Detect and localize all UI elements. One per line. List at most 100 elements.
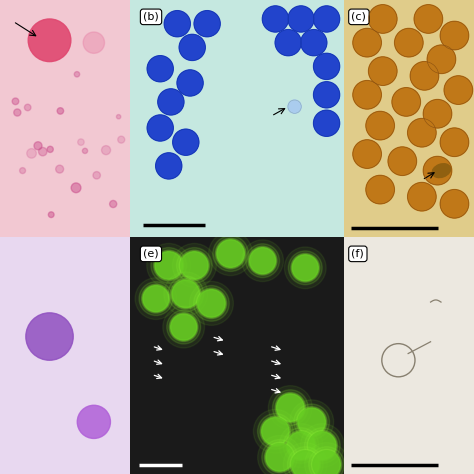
Circle shape	[193, 285, 229, 321]
Circle shape	[408, 182, 436, 211]
Circle shape	[369, 5, 397, 33]
Circle shape	[74, 72, 80, 77]
Circle shape	[139, 282, 173, 316]
Circle shape	[353, 81, 381, 109]
Text: (c): (c)	[351, 12, 366, 22]
Circle shape	[313, 451, 340, 474]
Circle shape	[277, 394, 304, 421]
Circle shape	[28, 19, 71, 62]
Circle shape	[181, 252, 208, 279]
Circle shape	[164, 272, 208, 316]
Circle shape	[55, 165, 64, 173]
Circle shape	[93, 172, 100, 179]
Circle shape	[48, 212, 54, 218]
Circle shape	[353, 140, 381, 168]
Circle shape	[173, 244, 216, 287]
Circle shape	[305, 443, 348, 474]
Circle shape	[288, 6, 314, 32]
Circle shape	[307, 430, 337, 461]
Circle shape	[246, 244, 280, 278]
Circle shape	[248, 246, 277, 275]
Circle shape	[171, 279, 201, 309]
Circle shape	[216, 238, 246, 269]
Circle shape	[25, 104, 31, 111]
Circle shape	[254, 410, 297, 453]
Circle shape	[287, 432, 315, 459]
Circle shape	[440, 190, 469, 218]
Circle shape	[173, 129, 199, 155]
Circle shape	[301, 30, 327, 56]
Circle shape	[440, 21, 469, 50]
Circle shape	[209, 232, 253, 275]
Circle shape	[172, 280, 200, 308]
Circle shape	[353, 28, 381, 57]
Circle shape	[151, 247, 187, 283]
Circle shape	[27, 148, 36, 158]
Circle shape	[26, 313, 73, 360]
Circle shape	[169, 313, 198, 341]
Circle shape	[176, 247, 212, 283]
Circle shape	[283, 443, 327, 474]
Circle shape	[167, 310, 201, 344]
Circle shape	[284, 247, 326, 289]
Circle shape	[366, 111, 394, 140]
Circle shape	[78, 139, 84, 146]
Circle shape	[179, 35, 205, 61]
Circle shape	[190, 282, 233, 325]
Circle shape	[313, 82, 340, 108]
Circle shape	[292, 451, 319, 474]
Circle shape	[290, 400, 334, 444]
Circle shape	[109, 201, 117, 208]
Circle shape	[14, 109, 21, 116]
Circle shape	[12, 98, 19, 105]
Circle shape	[143, 285, 169, 312]
Circle shape	[19, 168, 26, 173]
Circle shape	[155, 153, 182, 179]
Circle shape	[262, 439, 298, 474]
Circle shape	[290, 449, 320, 474]
Circle shape	[196, 288, 227, 319]
Circle shape	[423, 156, 452, 185]
Circle shape	[57, 108, 64, 114]
Text: (f): (f)	[351, 249, 364, 259]
Circle shape	[279, 424, 323, 467]
Circle shape	[423, 100, 452, 128]
Circle shape	[77, 405, 110, 438]
Text: (e): (e)	[143, 249, 159, 259]
Circle shape	[369, 57, 397, 85]
Circle shape	[392, 88, 420, 116]
Circle shape	[83, 32, 105, 54]
Circle shape	[288, 251, 322, 285]
Circle shape	[395, 28, 423, 57]
Circle shape	[304, 428, 340, 464]
Circle shape	[408, 118, 436, 147]
Circle shape	[163, 306, 205, 348]
Circle shape	[288, 100, 301, 113]
Circle shape	[213, 236, 248, 272]
Circle shape	[38, 147, 47, 156]
Circle shape	[275, 392, 305, 423]
Circle shape	[297, 407, 327, 437]
Circle shape	[440, 128, 469, 156]
Circle shape	[309, 447, 345, 474]
Circle shape	[266, 444, 293, 471]
Circle shape	[313, 110, 340, 137]
Circle shape	[135, 278, 177, 319]
Circle shape	[366, 175, 394, 204]
Circle shape	[257, 413, 293, 449]
Circle shape	[147, 56, 173, 82]
Circle shape	[313, 54, 340, 80]
Circle shape	[291, 254, 319, 282]
Circle shape	[258, 436, 301, 474]
Circle shape	[147, 244, 191, 287]
Ellipse shape	[432, 164, 451, 178]
Circle shape	[177, 70, 203, 96]
Circle shape	[179, 250, 210, 281]
Text: (b): (b)	[143, 12, 159, 22]
Circle shape	[287, 447, 323, 474]
Circle shape	[171, 314, 197, 340]
Circle shape	[158, 89, 184, 115]
Circle shape	[147, 115, 173, 141]
Circle shape	[101, 146, 110, 155]
Circle shape	[275, 30, 301, 56]
